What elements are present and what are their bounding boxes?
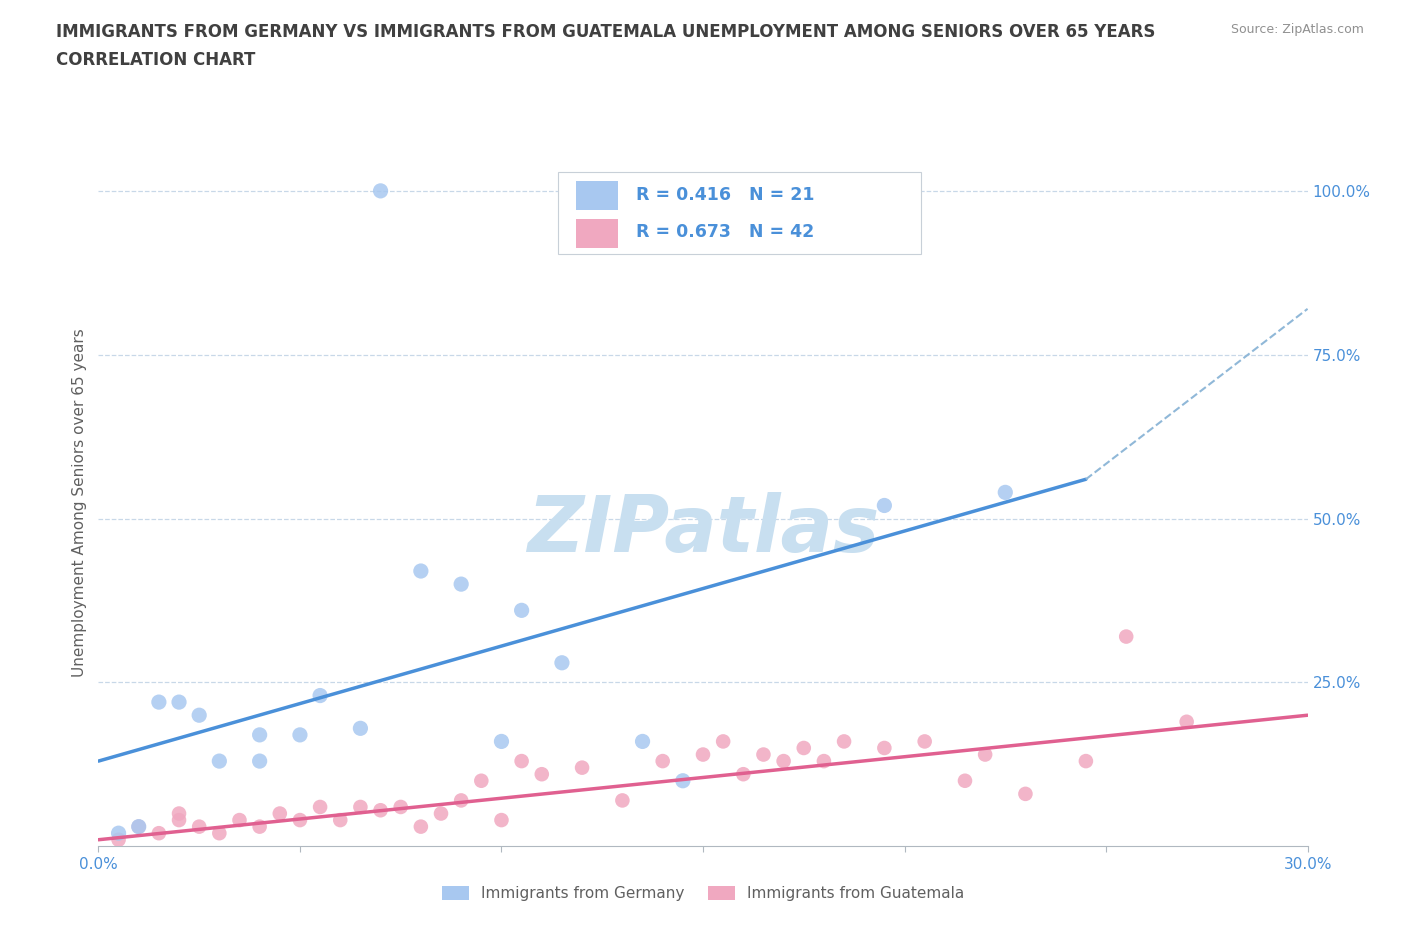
Point [288, 727, 311, 742]
Point [994, 485, 1017, 499]
Point [208, 826, 231, 841]
Point [491, 813, 513, 828]
Point [1014, 787, 1036, 802]
Point [873, 498, 896, 513]
Point [914, 734, 936, 749]
FancyBboxPatch shape [558, 172, 921, 255]
Text: R = 0.416   N = 21: R = 0.416 N = 21 [637, 186, 815, 204]
Point [188, 819, 211, 834]
Point [409, 564, 432, 578]
Point [228, 813, 250, 828]
Point [1074, 753, 1097, 768]
Point [752, 747, 775, 762]
Point [612, 793, 634, 808]
Point [167, 806, 190, 821]
Point [208, 753, 231, 768]
Point [167, 695, 190, 710]
Point [672, 774, 695, 789]
Point [470, 774, 492, 789]
Point [711, 734, 734, 749]
Text: IMMIGRANTS FROM GERMANY VS IMMIGRANTS FROM GUATEMALA UNEMPLOYMENT AMONG SENIORS : IMMIGRANTS FROM GERMANY VS IMMIGRANTS FR… [56, 23, 1156, 41]
Point [288, 813, 311, 828]
Point [953, 774, 976, 789]
Point [551, 656, 574, 671]
FancyBboxPatch shape [576, 219, 619, 247]
Point [651, 753, 673, 768]
Point [450, 577, 472, 591]
Point [349, 721, 371, 736]
Y-axis label: Unemployment Among Seniors over 65 years: Unemployment Among Seniors over 65 years [72, 328, 87, 677]
Point [1175, 714, 1198, 729]
Point [370, 803, 392, 817]
Text: CORRELATION CHART: CORRELATION CHART [56, 51, 256, 69]
Point [349, 800, 371, 815]
Point [269, 806, 291, 821]
Point [1115, 629, 1137, 644]
Point [510, 603, 533, 618]
Point [128, 819, 150, 834]
Point [974, 747, 997, 762]
Point [793, 740, 815, 755]
Point [249, 727, 271, 742]
Point [188, 708, 211, 723]
Point [167, 813, 190, 828]
Point [733, 766, 755, 781]
Point [309, 800, 332, 815]
Point [430, 806, 453, 821]
Point [491, 734, 513, 749]
Point [148, 826, 170, 841]
Point [370, 183, 392, 198]
Point [813, 753, 835, 768]
Point [329, 813, 352, 828]
Legend: Immigrants from Germany, Immigrants from Guatemala: Immigrants from Germany, Immigrants from… [436, 880, 970, 908]
Point [832, 734, 855, 749]
Point [530, 766, 553, 781]
Point [692, 747, 714, 762]
Text: R = 0.673   N = 42: R = 0.673 N = 42 [637, 223, 814, 242]
Point [772, 753, 794, 768]
Point [873, 740, 896, 755]
Point [571, 760, 593, 775]
Point [148, 695, 170, 710]
Point [128, 819, 150, 834]
Point [631, 734, 654, 749]
Point [450, 793, 472, 808]
Text: Source: ZipAtlas.com: Source: ZipAtlas.com [1230, 23, 1364, 36]
Text: ZIPatlas: ZIPatlas [527, 492, 879, 567]
Point [107, 826, 129, 841]
Point [510, 753, 533, 768]
Point [409, 819, 432, 834]
Point [107, 832, 129, 847]
FancyBboxPatch shape [576, 180, 619, 210]
Point [249, 819, 271, 834]
Point [249, 753, 271, 768]
Point [309, 688, 332, 703]
Point [389, 800, 412, 815]
